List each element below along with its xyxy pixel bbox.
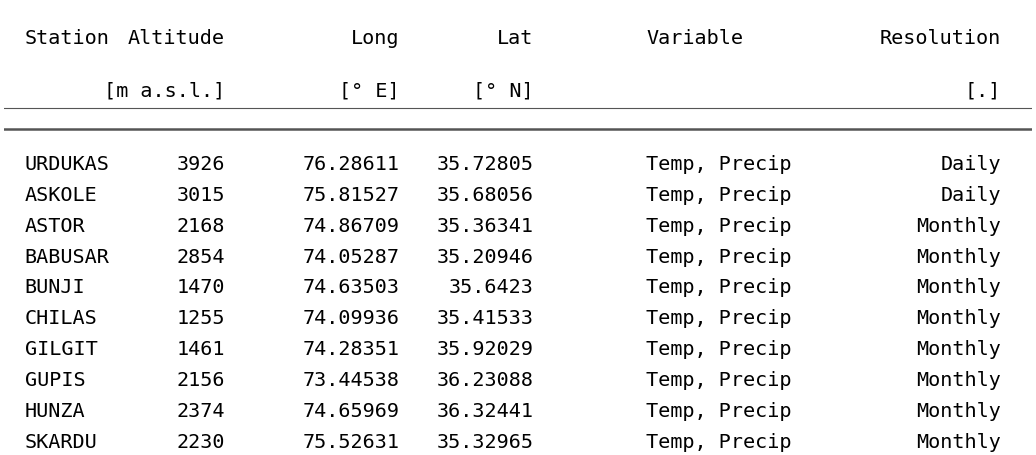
Text: 1470: 1470	[176, 278, 225, 297]
Text: Temp, Precip: Temp, Precip	[646, 278, 792, 297]
Text: 2156: 2156	[176, 370, 225, 389]
Text: 35.41533: 35.41533	[436, 308, 534, 328]
Text: 74.28351: 74.28351	[303, 339, 400, 359]
Text: 74.63503: 74.63503	[303, 278, 400, 297]
Text: Temp, Precip: Temp, Precip	[646, 308, 792, 328]
Text: 2168: 2168	[176, 216, 225, 235]
Text: Monthly: Monthly	[916, 339, 1001, 359]
Text: 74.05287: 74.05287	[303, 247, 400, 266]
Text: Temp, Precip: Temp, Precip	[646, 339, 792, 359]
Text: Temp, Precip: Temp, Precip	[646, 216, 792, 235]
Text: 74.86709: 74.86709	[303, 216, 400, 235]
Text: CHILAS: CHILAS	[25, 308, 97, 328]
Text: 35.36341: 35.36341	[436, 216, 534, 235]
Text: Monthly: Monthly	[916, 278, 1001, 297]
Text: [m a.s.l.]: [m a.s.l.]	[104, 81, 225, 100]
Text: Daily: Daily	[941, 155, 1001, 174]
Text: 36.32441: 36.32441	[436, 401, 534, 420]
Text: 75.81527: 75.81527	[303, 186, 400, 204]
Text: 2374: 2374	[176, 401, 225, 420]
Text: Long: Long	[351, 29, 400, 48]
Text: SKARDU: SKARDU	[25, 432, 97, 451]
Text: ASKOLE: ASKOLE	[25, 186, 97, 204]
Text: Temp, Precip: Temp, Precip	[646, 247, 792, 266]
Text: 1461: 1461	[176, 339, 225, 359]
Text: Monthly: Monthly	[916, 432, 1001, 451]
Text: Monthly: Monthly	[916, 370, 1001, 389]
Text: 2230: 2230	[176, 432, 225, 451]
Text: [.]: [.]	[965, 81, 1001, 100]
Text: [° N]: [° N]	[472, 81, 534, 100]
Text: 1255: 1255	[176, 308, 225, 328]
Text: Monthly: Monthly	[916, 247, 1001, 266]
Text: 35.68056: 35.68056	[436, 186, 534, 204]
Text: 74.09936: 74.09936	[303, 308, 400, 328]
Text: HUNZA: HUNZA	[25, 401, 85, 420]
Text: Station: Station	[25, 29, 110, 48]
Text: Temp, Precip: Temp, Precip	[646, 432, 792, 451]
Text: 3015: 3015	[176, 186, 225, 204]
Text: Temp, Precip: Temp, Precip	[646, 155, 792, 174]
Text: Lat: Lat	[497, 29, 534, 48]
Text: Monthly: Monthly	[916, 308, 1001, 328]
Text: Monthly: Monthly	[916, 216, 1001, 235]
Text: 35.32965: 35.32965	[436, 432, 534, 451]
Text: BABUSAR: BABUSAR	[25, 247, 110, 266]
Text: 35.72805: 35.72805	[436, 155, 534, 174]
Text: Daily: Daily	[941, 186, 1001, 204]
Text: GUPIS: GUPIS	[25, 370, 85, 389]
Text: 73.44538: 73.44538	[303, 370, 400, 389]
Text: [° E]: [° E]	[339, 81, 400, 100]
Text: Variable: Variable	[646, 29, 744, 48]
Text: Temp, Precip: Temp, Precip	[646, 186, 792, 204]
Text: URDUKAS: URDUKAS	[25, 155, 110, 174]
Text: 35.92029: 35.92029	[436, 339, 534, 359]
Text: 75.52631: 75.52631	[303, 432, 400, 451]
Text: 35.20946: 35.20946	[436, 247, 534, 266]
Text: 2854: 2854	[176, 247, 225, 266]
Text: 35.6423: 35.6423	[449, 278, 534, 297]
Text: 36.23088: 36.23088	[436, 370, 534, 389]
Text: Monthly: Monthly	[916, 401, 1001, 420]
Text: 74.65969: 74.65969	[303, 401, 400, 420]
Text: BUNJI: BUNJI	[25, 278, 85, 297]
Text: ASTOR: ASTOR	[25, 216, 85, 235]
Text: Altitude: Altitude	[128, 29, 225, 48]
Text: Temp, Precip: Temp, Precip	[646, 401, 792, 420]
Text: Temp, Precip: Temp, Precip	[646, 370, 792, 389]
Text: GILGIT: GILGIT	[25, 339, 97, 359]
Text: 76.28611: 76.28611	[303, 155, 400, 174]
Text: Resolution: Resolution	[880, 29, 1001, 48]
Text: 3926: 3926	[176, 155, 225, 174]
